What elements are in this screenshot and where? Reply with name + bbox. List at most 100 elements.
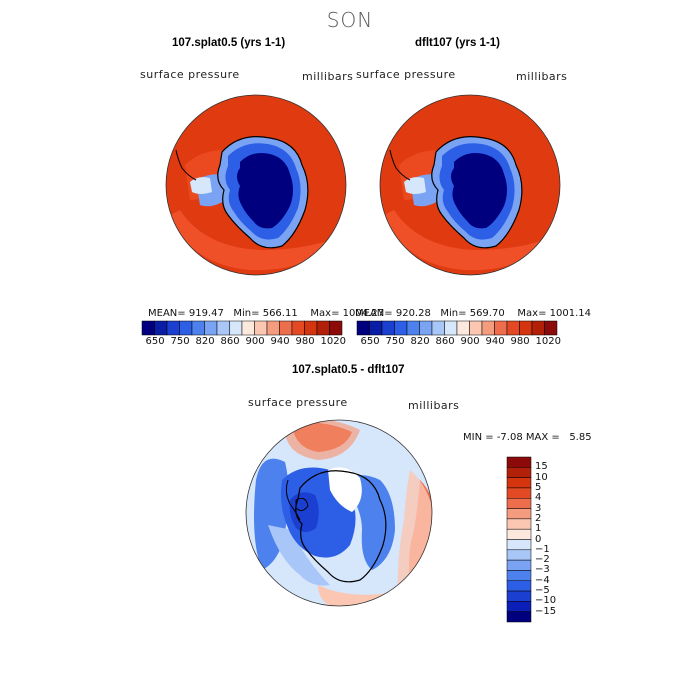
panel-3-max-value: 5.85: [569, 432, 592, 443]
panel-1-ocean-band: [170, 210, 330, 271]
panel-2-colorbar-tick-label: 860: [435, 336, 455, 347]
panel-2-colorbar-ticks: 650 750 820 860 900 940 980 1020: [357, 336, 561, 350]
panel-3-white-patch: [328, 467, 362, 512]
panel-3-colorbar-tick-label: −1: [535, 543, 550, 555]
panel-3-red-north-halo: [285, 420, 360, 460]
panel-3-colorbar-swatch: [506, 570, 532, 581]
panel-3-colorbar-tick-label: 0: [535, 533, 542, 545]
panel-3-colorbar-swatch: [506, 601, 532, 612]
panel-1-min-value: 566.11: [262, 308, 298, 319]
panel-1-min-label: Min=: [233, 308, 260, 319]
panel-1-colorbar-tick-label: 860: [220, 336, 240, 347]
panel-2-mean-label: MEAN=: [355, 308, 393, 319]
panel-1-colorbar-tick-label: 820: [195, 336, 215, 347]
panel-3-peninsula-coast: [285, 479, 301, 521]
panel-3-colorbar-swatch: [506, 559, 532, 571]
panel-1-title: 107.splat0.5 (yrs 1-1): [172, 37, 286, 49]
panel-2-colorbar-tick-label: 750: [385, 336, 405, 347]
panel-3-colorbar-tick-label: 1: [535, 523, 542, 535]
panel-2-min-label: Min=: [440, 308, 467, 319]
panel-3-min-label: MIN =: [463, 432, 494, 443]
panel-2-coastline: [431, 136, 523, 249]
panel-1-colorbar-tick-label: 900: [245, 336, 265, 347]
panel-3-colorbar-swatch: [506, 477, 532, 489]
panel-3-colorbar-tick-label: −3: [535, 564, 550, 576]
panel-2-peninsula-light: [404, 177, 426, 194]
panel-3-coastline: [295, 470, 387, 583]
panel-3-colorbar-swatch: [506, 549, 532, 561]
panel-1-mean-value: 919.47: [188, 308, 224, 319]
panel-3-colorbar-swatch: [506, 539, 532, 551]
panel-3-colorbar-swatch: [506, 467, 532, 478]
panel-3-colorbar-swatch: [506, 487, 532, 499]
panel-3-colorbar-tick-label: 2: [535, 512, 542, 524]
panel-3-field-label: surface pressure: [248, 396, 348, 409]
panel-1-max-value: 1004.27: [342, 308, 385, 319]
panel-2-peninsula-coast: [389, 149, 411, 181]
panel-2-ocean-band: [384, 210, 544, 271]
panel-3-colorbar-tick-label: 15: [535, 461, 548, 473]
panel-2-colorbar-tick-label: 650: [360, 336, 380, 347]
panel-1-stats: MEAN= 919.47 Min= 566.11 Max= 1004.27: [148, 308, 384, 319]
panel-2-colorbar-tick-label: 820: [410, 336, 430, 347]
panel-2-min-value: 569.70: [469, 308, 505, 319]
panel-1-colorbar-tick-label: 750: [170, 336, 190, 347]
panel-3-colorbar-swatch: [506, 580, 532, 592]
panel-3-colorbar-swatch: [506, 528, 532, 540]
panel-1-field-label: surface pressure: [140, 68, 240, 81]
panel-2-map-border: [379, 94, 561, 276]
panel-2-max-label: Max=: [517, 308, 547, 319]
panel-3-colorbar-tick-label: −10: [535, 595, 557, 607]
panel-3-colorbar-tick-label: −5: [535, 585, 550, 597]
panel-1-colorbar-tick-label: 1020: [320, 336, 346, 347]
panel-3-title: 107.splat0.5 - dflt107: [292, 364, 405, 376]
panel-2-colorbar-swatch: [544, 320, 558, 336]
panel-2-colorbar: [356, 320, 558, 336]
panel-1-colorbar-tick-label: 650: [145, 336, 165, 347]
panel-2-colorbar-tick-label: 980: [510, 336, 530, 347]
panel-3-colorbar-tick-label: 3: [535, 502, 542, 514]
panel-1-units-label: millibars: [302, 70, 354, 83]
panel-1-colorbar-ticks: 650 750 820 860 900 940 980 1020: [142, 336, 346, 350]
panel-3-colorbar-swatch: [506, 508, 532, 520]
panel-2-stats: MEAN= 920.28 Min= 569.70 Max= 1001.14: [355, 308, 591, 319]
panel-1-colorbar-tick-label: 940: [270, 336, 290, 347]
panel-2-max-value: 1001.14: [549, 308, 592, 319]
panel-1-coastline: [217, 136, 309, 249]
panel-3-blue-left-band: [268, 525, 330, 586]
panel-3-colorbar-tick-label: 4: [535, 492, 542, 504]
panel-1-continent-core: [237, 153, 293, 229]
panel-1-peninsula-light: [190, 177, 212, 194]
panel-3-colorbar-swatch: [506, 518, 532, 530]
panel-3-map-border: [245, 419, 433, 607]
panel-3-colorbar-swatch: [506, 498, 532, 509]
season-title: SON: [326, 8, 374, 32]
panel-1-map-border: [165, 94, 347, 276]
panel-1-mean-label: MEAN=: [148, 308, 186, 319]
panel-2-colorbar-tick-label: 940: [485, 336, 505, 347]
panel-1-colorbar-tick-label: 980: [295, 336, 315, 347]
panel-2-continent-core: [451, 153, 507, 229]
panel-2-colorbar-tick-label: 900: [460, 336, 480, 347]
panel-1-colorbar-swatch: [329, 320, 343, 336]
panel-3-colorbar-tick-label: −15: [535, 605, 557, 617]
panel-3-colorbar-swatch: [506, 611, 532, 623]
panel-3-colorbar-tick-label: 5: [535, 481, 542, 493]
panel-3-colorbar-tick-label: 10: [535, 471, 548, 483]
panel-3-min-value: -7.08: [496, 432, 523, 443]
panel-2-units-label: millibars: [516, 70, 568, 83]
panel-3-colorbar-tick-label: −4: [535, 574, 550, 586]
panel-1-colorbar: [141, 320, 343, 336]
panel-3-peninsula-loop: [295, 498, 309, 512]
panel-3-colorbar-swatch: [506, 590, 532, 602]
panel-3-colorbar-swatch: [506, 456, 532, 468]
panel-3-colorbar-tick-label: −2: [535, 554, 550, 566]
panel-2-mean-value: 920.28: [395, 308, 431, 319]
panel-2-field-label: surface pressure: [356, 68, 456, 81]
panel-3-max-label: MAX =: [525, 432, 560, 443]
panel-2-title: dflt107 (yrs 1-1): [415, 37, 501, 49]
panel-3-colorbar-ticks: 15 10 5 4 3 2 1 0 −1 −2 −3 −4 −5 −10 −15: [535, 457, 575, 622]
